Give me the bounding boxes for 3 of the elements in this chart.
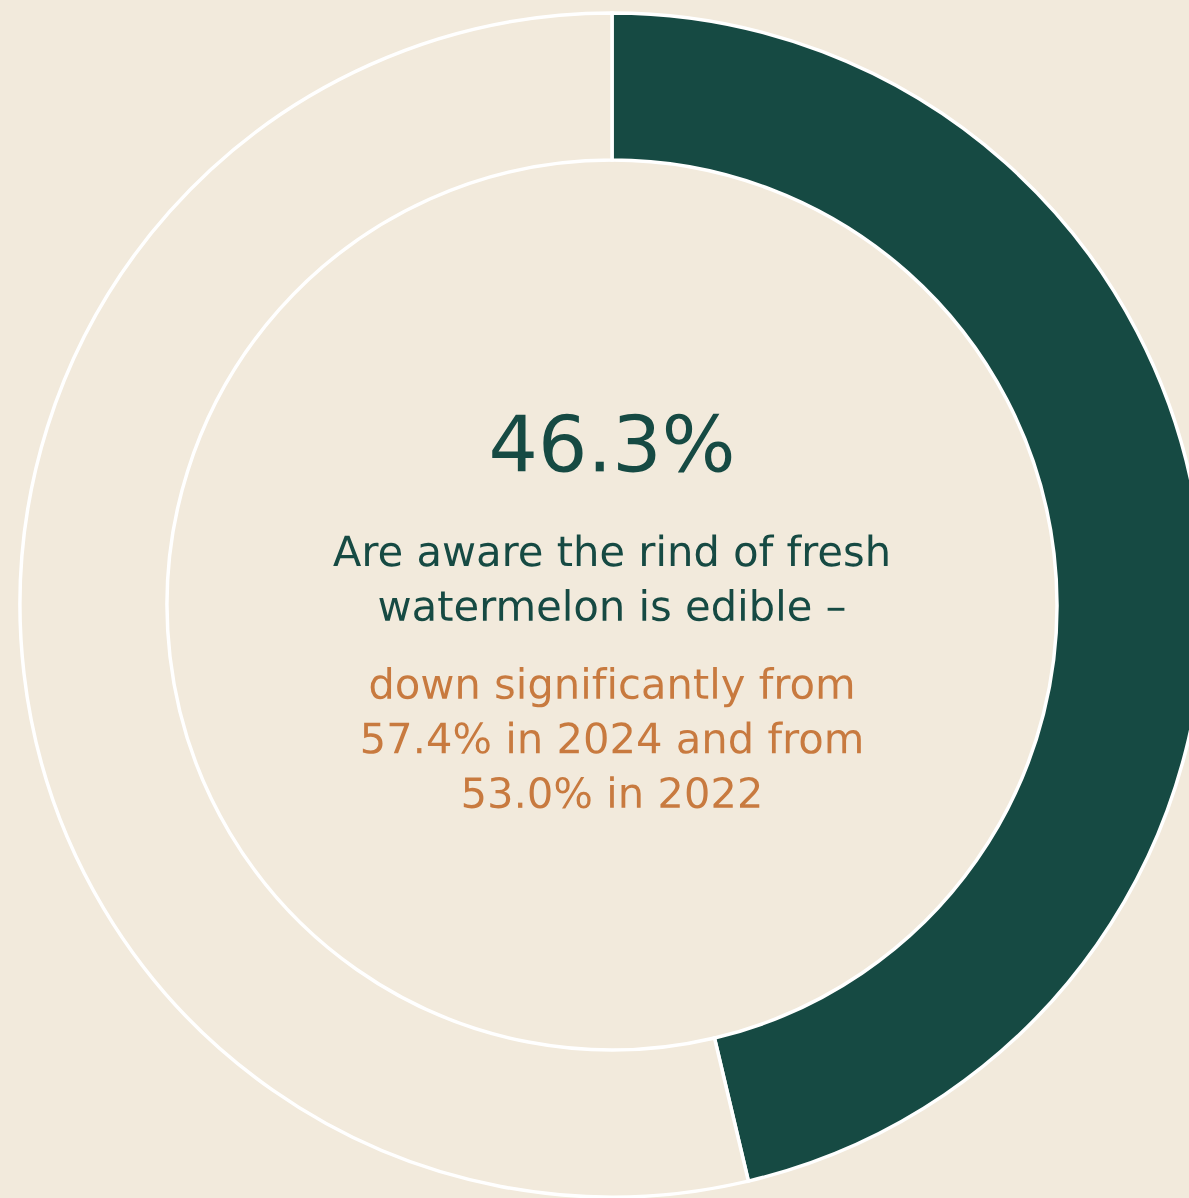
- text: Are aware the rind of fresh watermelon is edible –: [333, 534, 888, 622]
- text: down significantly from 57.4% in 2024 and from 53.0% in 2022: [362, 667, 861, 809]
- data-label: 46.3%: [492, 413, 732, 473]
